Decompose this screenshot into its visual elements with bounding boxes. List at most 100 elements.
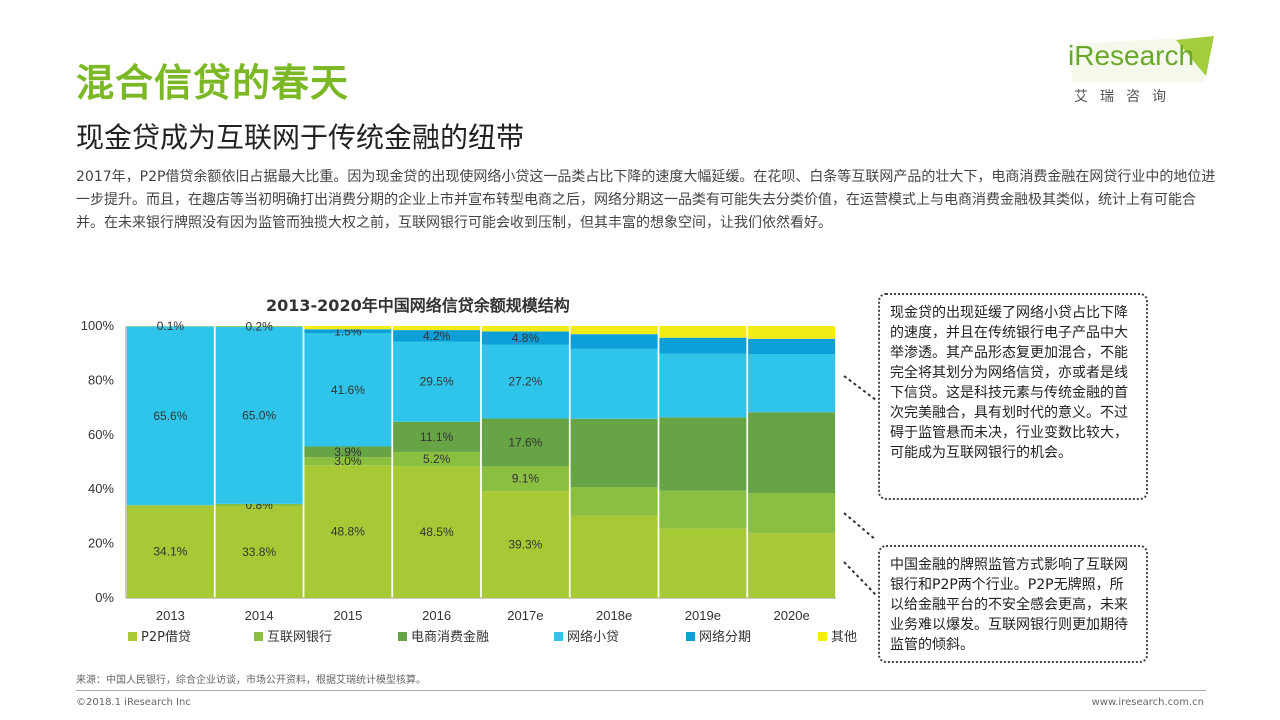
data-label: 33.8% <box>242 545 276 559</box>
bar-segment <box>304 333 392 447</box>
data-label: 4.8% <box>512 331 540 345</box>
legend-swatch <box>818 632 827 641</box>
legend-swatch <box>398 632 407 641</box>
data-label: 65.6% <box>153 409 187 423</box>
bar-segment <box>748 326 836 339</box>
legend-label: 网络分期 <box>699 629 751 645</box>
bar-segment <box>570 515 658 598</box>
x-tick-label: 2018e <box>596 608 632 623</box>
callout-connector <box>843 375 876 401</box>
bar-segment <box>481 418 569 467</box>
bar-segment <box>748 493 836 534</box>
bar-segment <box>215 326 303 328</box>
bar-segment <box>570 487 658 516</box>
data-label: 34.1% <box>153 545 187 559</box>
stacked-bar-chart: 0% 20% 40% 60% 80% 100% 34.1% 65.6% 0.1% 2013 33.8… <box>81 318 876 645</box>
iresearch-logo: iResearch 艾瑞咨询 <box>1068 36 1218 106</box>
bar-segment <box>215 327 303 504</box>
footer-divider <box>76 690 1206 691</box>
bar-segment <box>215 503 303 507</box>
legend-swatch <box>554 632 563 641</box>
legend-swatch <box>128 632 137 641</box>
legend-swatch <box>254 632 263 641</box>
logo-mark-icon <box>1070 36 1214 82</box>
bar-segment <box>304 465 392 598</box>
data-label: 4.2% <box>423 329 451 343</box>
legend-label: 电商消费金融 <box>411 629 489 645</box>
data-label: 48.8% <box>331 525 365 539</box>
bar-segment <box>659 337 747 354</box>
website-url: www.iresearch.com.cn <box>1091 697 1204 708</box>
data-label: 9.1% <box>512 472 540 486</box>
bar-segment <box>659 326 747 338</box>
chart-title: 2013-2020年中国网络信贷余额规模结构 <box>266 296 570 315</box>
bar-segment <box>304 326 392 330</box>
data-label: 3.0% <box>334 454 362 468</box>
bar-segment <box>481 491 569 598</box>
bar-segment <box>659 353 747 418</box>
callout-connector <box>843 512 876 541</box>
data-label: 29.5% <box>420 375 454 389</box>
source-note: 来源：中国人民银行，综合企业访谈，市场公开资料，根据艾瑞统计模型核算。 <box>76 675 426 686</box>
bar-segment <box>659 417 747 491</box>
y-tick-label: 100% <box>81 318 115 333</box>
callout-note-2: 中国金融的牌照监管方式影响了互联网银行和P2P两个行业。P2P无牌照，所以给金融… <box>878 545 1148 663</box>
legend-label: 网络小贷 <box>567 629 619 645</box>
bar-segment <box>748 533 836 598</box>
intro-paragraph: 2017年，P2P借贷余额依旧占据最大比重。因为现金贷的出现使网络小贷这一品类占… <box>76 169 1216 231</box>
legend-label: 互联网银行 <box>267 630 332 645</box>
x-tick-label: 2014 <box>245 608 274 623</box>
bar-segment <box>304 457 392 466</box>
data-label: 0.2% <box>245 319 273 333</box>
bar-segment <box>304 329 392 334</box>
bar-segment <box>659 528 747 598</box>
data-label: 65.0% <box>242 408 276 422</box>
bar-segment <box>393 326 481 331</box>
bar-segment <box>570 334 658 349</box>
logo-text: iResearch <box>1068 40 1195 71</box>
x-tick-label: 2015 <box>333 608 362 623</box>
bar-segment <box>481 331 569 345</box>
y-tick-label: 40% <box>88 481 114 496</box>
data-label: 11.1% <box>420 430 453 444</box>
bar-segment <box>393 421 481 452</box>
bar-segment <box>304 446 392 458</box>
x-tick-label: 2019e <box>685 608 721 623</box>
y-tick-label: 60% <box>88 427 114 442</box>
bar-segment <box>393 451 481 467</box>
data-label: 17.6% <box>508 435 542 449</box>
bar-segment <box>215 506 303 598</box>
data-label: 5.2% <box>423 452 451 466</box>
bar-segment <box>570 418 658 488</box>
bar-segment <box>481 344 569 419</box>
bar-segment <box>126 505 214 598</box>
bar-segment <box>570 326 658 335</box>
y-tick-label: 0% <box>95 590 114 605</box>
page-title: 混合信贷的春天 <box>76 61 350 105</box>
callout-connector <box>843 561 876 596</box>
bar-segment <box>126 326 214 506</box>
bar-segment <box>393 330 481 342</box>
bar-segment <box>748 338 836 355</box>
y-tick-label: 20% <box>88 536 114 551</box>
bar-segment <box>393 341 481 422</box>
legend-label: 其他 <box>831 630 857 645</box>
logo-subtext: 艾瑞咨询 <box>1074 89 1178 105</box>
x-tick-label: 2013 <box>156 608 185 623</box>
page-subtitle: 现金贷成为互联网于传统金融的纽带 <box>76 121 525 154</box>
x-tick-label: 2020e <box>774 608 810 623</box>
callout-note-1: 现金贷的出现延缓了网络小贷占比下降的速度，并且在传统银行电子产品中大举渗透。其产… <box>878 293 1148 500</box>
bar-segment <box>126 326 214 327</box>
data-label: 41.6% <box>331 383 365 397</box>
bar-segment <box>393 466 481 598</box>
copyright-text: ©2018.1 iResearch Inc <box>76 697 191 708</box>
data-label: 39.3% <box>508 538 542 552</box>
x-tick-label: 2016 <box>422 608 451 623</box>
data-label: 0.1% <box>157 319 185 333</box>
bar-segment <box>481 466 569 492</box>
y-tick-label: 80% <box>88 372 114 387</box>
bar-segment <box>481 326 569 332</box>
bar-segment <box>659 490 747 529</box>
bar-segment <box>748 412 836 494</box>
data-label: 48.5% <box>420 525 454 539</box>
